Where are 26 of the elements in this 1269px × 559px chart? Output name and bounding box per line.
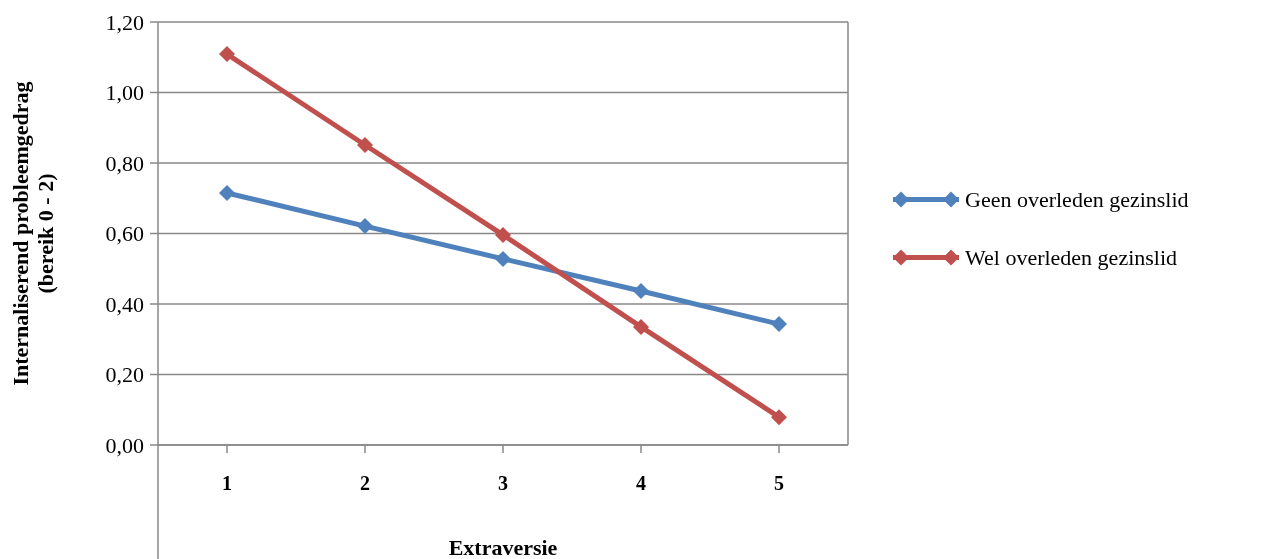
- x-tick-label: 1: [222, 472, 232, 494]
- point: [633, 282, 649, 299]
- point: [495, 226, 511, 243]
- point: [357, 137, 373, 154]
- point: [219, 184, 235, 201]
- x-tick-label: 5: [774, 472, 784, 494]
- y-tick-label: 0,60: [105, 221, 144, 247]
- x-tick-label: 2: [360, 472, 370, 494]
- y-tick-label: 0,80: [105, 150, 144, 176]
- point: [633, 318, 649, 335]
- y-tick-label: 0,20: [105, 362, 144, 388]
- y-tick-label: 0,40: [105, 291, 144, 317]
- x-tick-label: 4: [636, 472, 646, 494]
- point: [771, 409, 787, 426]
- x-axis-title: Extraversie: [448, 535, 558, 559]
- y-tick-label: 1,20: [105, 9, 144, 35]
- point: [771, 316, 787, 333]
- y-tick-label: 1,00: [105, 80, 144, 106]
- point: [357, 218, 373, 235]
- point: [219, 46, 235, 63]
- y-axis-title: Internaliserend probleemgedrag (bereik 0 - 2): [7, 81, 59, 386]
- legend-label: Wel overleden gezinslid: [965, 245, 1178, 271]
- point: [495, 250, 511, 267]
- y-tick-label: 0,00: [105, 432, 144, 458]
- legend-label: Geen overleden gezinslid: [965, 187, 1189, 213]
- x-tick-label: 3: [498, 472, 508, 494]
